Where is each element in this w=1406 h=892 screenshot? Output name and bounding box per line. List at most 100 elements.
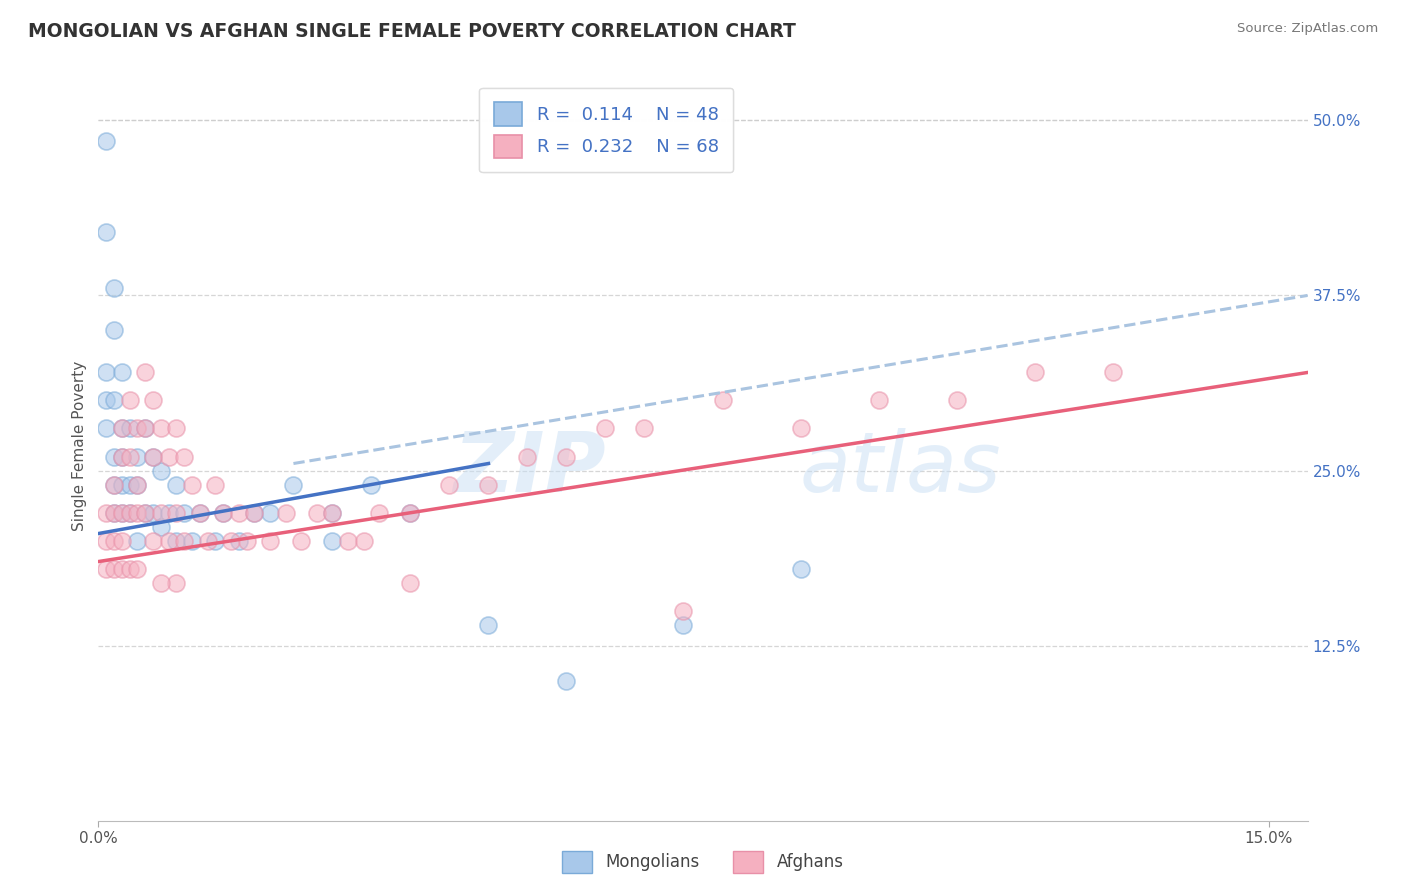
Point — [149, 575, 172, 590]
Point — [283, 477, 305, 491]
Point — [555, 450, 578, 464]
Point — [353, 533, 375, 548]
Point — [173, 450, 195, 464]
Point — [111, 421, 134, 435]
Point — [96, 366, 118, 380]
Point — [173, 506, 195, 520]
Point — [111, 506, 134, 520]
Point — [96, 561, 118, 575]
Point — [868, 393, 890, 408]
Point — [142, 533, 165, 548]
Point — [96, 135, 118, 149]
Point — [165, 421, 187, 435]
Point — [127, 561, 149, 575]
Point — [103, 281, 125, 295]
Point — [1024, 366, 1046, 380]
Point — [103, 393, 125, 408]
Point — [149, 421, 172, 435]
Point — [228, 533, 250, 548]
Point — [595, 421, 617, 435]
Point — [111, 366, 134, 380]
Point — [197, 533, 219, 548]
Point — [103, 323, 125, 337]
Point — [118, 421, 141, 435]
Point — [188, 506, 211, 520]
Point — [399, 506, 422, 520]
Point — [235, 533, 257, 548]
Point — [111, 561, 134, 575]
Point — [96, 421, 118, 435]
Point — [96, 533, 118, 548]
Point — [127, 421, 149, 435]
Point — [96, 393, 118, 408]
Point — [337, 533, 360, 548]
Point — [259, 506, 281, 520]
Point — [789, 561, 811, 575]
Point — [368, 506, 391, 520]
Point — [103, 477, 125, 491]
Point — [399, 506, 422, 520]
Point — [103, 506, 125, 520]
Point — [945, 393, 967, 408]
Point — [118, 450, 141, 464]
Point — [219, 533, 242, 548]
Point — [305, 506, 328, 520]
Point — [142, 450, 165, 464]
Point — [111, 533, 134, 548]
Y-axis label: Single Female Poverty: Single Female Poverty — [72, 361, 87, 531]
Point — [134, 421, 156, 435]
Point — [633, 421, 655, 435]
Point — [111, 450, 134, 464]
Text: atlas: atlas — [800, 428, 1001, 509]
Text: ZIP: ZIP — [454, 428, 606, 509]
Point — [149, 519, 172, 533]
Text: MONGOLIAN VS AFGHAN SINGLE FEMALE POVERTY CORRELATION CHART: MONGOLIAN VS AFGHAN SINGLE FEMALE POVERT… — [28, 22, 796, 41]
Point — [142, 506, 165, 520]
Point — [188, 506, 211, 520]
Point — [212, 506, 235, 520]
Point — [157, 450, 180, 464]
Point — [111, 477, 134, 491]
Point — [103, 533, 125, 548]
Point — [672, 603, 695, 617]
Point — [165, 506, 187, 520]
Point — [118, 561, 141, 575]
Point — [127, 477, 149, 491]
Point — [290, 533, 312, 548]
Point — [134, 506, 156, 520]
Point — [789, 421, 811, 435]
Legend: Mongolians, Afghans: Mongolians, Afghans — [555, 845, 851, 880]
Point — [711, 393, 734, 408]
Point — [321, 533, 343, 548]
Point — [165, 575, 187, 590]
Text: Source: ZipAtlas.com: Source: ZipAtlas.com — [1237, 22, 1378, 36]
Point — [321, 506, 343, 520]
Point — [259, 533, 281, 548]
Point — [127, 506, 149, 520]
Point — [149, 463, 172, 477]
Point — [204, 477, 226, 491]
Point — [360, 477, 382, 491]
Point — [555, 673, 578, 688]
Point — [173, 533, 195, 548]
Point — [127, 477, 149, 491]
Point — [274, 506, 297, 520]
Point — [118, 477, 141, 491]
Point — [228, 506, 250, 520]
Point — [103, 477, 125, 491]
Point — [134, 366, 156, 380]
Point — [243, 506, 266, 520]
Point — [118, 506, 141, 520]
Point — [127, 450, 149, 464]
Point — [96, 226, 118, 240]
Point — [157, 506, 180, 520]
Point — [142, 450, 165, 464]
Point — [103, 450, 125, 464]
Point — [181, 477, 204, 491]
Point — [243, 506, 266, 520]
Point — [165, 477, 187, 491]
Point — [103, 506, 125, 520]
Point — [204, 533, 226, 548]
Point — [181, 533, 204, 548]
Point — [134, 506, 156, 520]
